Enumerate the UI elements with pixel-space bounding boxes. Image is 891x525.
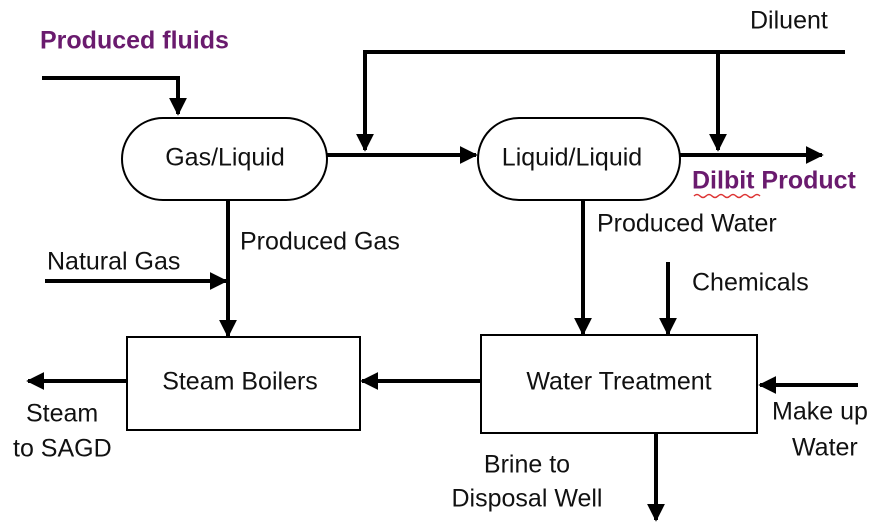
label-make-up-water: Water bbox=[792, 434, 858, 462]
node-label: Water Treatment bbox=[526, 368, 711, 396]
node-steam-boilers bbox=[126, 336, 361, 431]
arrow-diluent-left bbox=[356, 50, 845, 152]
node-gas-liquid bbox=[121, 117, 328, 201]
node-liquid-liquid bbox=[477, 117, 681, 201]
label-steam: Steam bbox=[26, 400, 98, 428]
label-produced-water: Produced Water bbox=[597, 210, 777, 238]
arrow-produced-fluids bbox=[42, 76, 187, 116]
label-produced-gas: Produced Gas bbox=[240, 228, 400, 256]
label-produced-fluids: Produced fluids bbox=[40, 27, 229, 55]
label-dilbit-product: Dilbit Product bbox=[692, 167, 857, 195]
spell-underline bbox=[693, 193, 761, 199]
node-label: Gas/Liquid bbox=[165, 144, 285, 172]
label-chemicals: Chemicals bbox=[692, 269, 809, 297]
label-steam: to SAGD bbox=[13, 435, 112, 463]
node-label: Steam Boilers bbox=[162, 368, 318, 396]
label-diluent: Diluent bbox=[750, 7, 828, 35]
node-label: Liquid/Liquid bbox=[502, 144, 642, 172]
node-water-treatment bbox=[480, 334, 758, 434]
label-natural-gas: Natural Gas bbox=[47, 248, 180, 276]
label-brine: Brine to bbox=[484, 451, 570, 479]
label-brine: Disposal Well bbox=[452, 485, 603, 513]
label-make-up-water: Make up bbox=[772, 398, 868, 426]
